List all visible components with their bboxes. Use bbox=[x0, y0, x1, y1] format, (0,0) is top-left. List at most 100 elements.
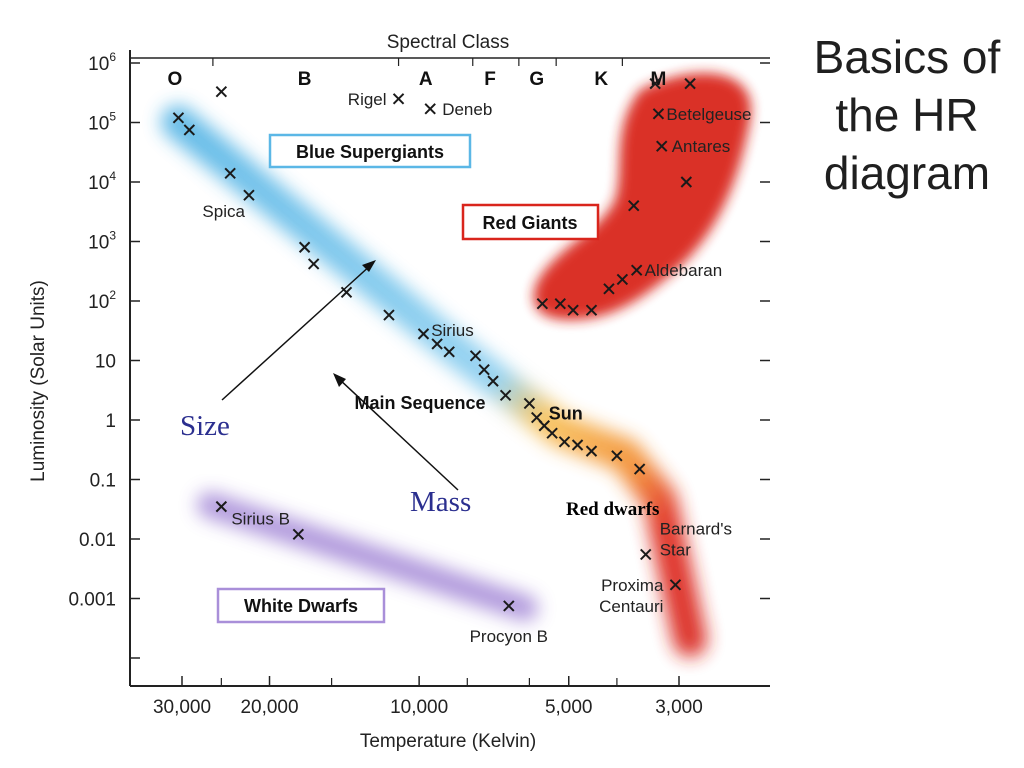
star-marker bbox=[571, 439, 584, 451]
x-tick-label: 10,000 bbox=[390, 697, 448, 718]
red-giants-label-group: Red Giants bbox=[461, 203, 600, 241]
slide-title-line-3: diagram bbox=[823, 147, 991, 199]
spectral-class-f: F bbox=[484, 69, 496, 90]
main-sequence-band bbox=[161, 105, 707, 657]
spectral-class-a: A bbox=[419, 69, 433, 90]
star-marker bbox=[183, 124, 196, 136]
star-marker bbox=[469, 350, 482, 362]
mass-annotation: Mass bbox=[410, 486, 471, 518]
star-marker bbox=[649, 77, 661, 90]
star-marker bbox=[585, 445, 598, 457]
star-label: Sirius B bbox=[231, 510, 290, 529]
x-tick-label: 3,000 bbox=[655, 697, 703, 718]
star-label: Aldebaran bbox=[645, 261, 723, 280]
y-tick-label: 10 bbox=[95, 352, 116, 373]
size-arrow bbox=[221, 260, 376, 401]
star-marker bbox=[652, 108, 665, 120]
star-marker bbox=[215, 500, 228, 513]
y-tick-label: 102 bbox=[88, 288, 116, 313]
star-marker bbox=[417, 328, 430, 340]
spectral-class-k: K bbox=[594, 69, 608, 90]
star-marker bbox=[628, 199, 640, 212]
star-marker bbox=[558, 436, 571, 448]
star-labels: Spica Sirius Sun Barnard's Star Proxima Centau… bbox=[202, 90, 751, 646]
star-label: Sirius bbox=[431, 321, 474, 340]
plot-frame bbox=[129, 50, 770, 687]
blue-supergiants-label-group: Blue Supergiants bbox=[268, 133, 472, 169]
star-marker bbox=[478, 364, 490, 376]
y-axis-title: Luminosity (Solar Units) bbox=[28, 280, 49, 482]
star-marker bbox=[215, 85, 228, 98]
star-marker bbox=[680, 176, 693, 188]
mass-arrow bbox=[333, 373, 459, 491]
star-marker bbox=[383, 309, 395, 321]
y-tick-label: 106 bbox=[88, 50, 116, 75]
star-marker bbox=[243, 189, 255, 201]
star-marker bbox=[487, 375, 499, 387]
red-dwarfs-annotation: Red dwarfs bbox=[566, 499, 659, 520]
y-tick-label: 1 bbox=[105, 411, 116, 432]
x-axis-ticks: 30,000 20,000 10,000 5,000 3,000 bbox=[153, 676, 703, 718]
star-label: Deneb bbox=[442, 100, 492, 119]
star-marker bbox=[424, 103, 436, 115]
region-bands bbox=[161, 73, 752, 657]
y-tick-label: 104 bbox=[88, 169, 116, 194]
star-marker bbox=[523, 397, 536, 410]
spectral-class-o: O bbox=[168, 69, 183, 90]
blue-supergiants-label: Blue Supergiants bbox=[296, 142, 444, 162]
star-label: Sun bbox=[549, 404, 583, 424]
x-tick-label: 20,000 bbox=[240, 697, 298, 718]
size-annotation: Size bbox=[180, 410, 230, 442]
slide-title-line-1: Basics of bbox=[813, 31, 1001, 83]
y-tick-label: 0.001 bbox=[68, 590, 116, 611]
star-marker bbox=[340, 286, 353, 299]
y-tick-label: 0.01 bbox=[79, 530, 116, 551]
slide-title-line-2: the HR bbox=[835, 89, 979, 141]
star-marker bbox=[640, 548, 652, 561]
star-marker bbox=[603, 283, 615, 295]
red-giants-band bbox=[533, 73, 752, 320]
star-marker bbox=[298, 241, 311, 253]
star-marker bbox=[431, 338, 443, 350]
y-tick-label: 103 bbox=[88, 229, 116, 254]
y-tick-label: 0.1 bbox=[90, 471, 116, 492]
star-marker bbox=[292, 528, 305, 540]
main-sequence-label: Main Sequence bbox=[354, 393, 485, 413]
star-marker bbox=[669, 579, 682, 591]
star-label: Rigel bbox=[348, 90, 387, 109]
spectral-class-letters: OBAFGKM bbox=[168, 69, 667, 90]
star-marker bbox=[443, 346, 455, 358]
star-marker bbox=[611, 450, 623, 462]
star-label: Spica bbox=[202, 202, 245, 221]
star-marker bbox=[554, 298, 566, 310]
star-marks bbox=[172, 77, 696, 612]
star-label: Procyon B bbox=[470, 627, 548, 646]
x-tick-label: 30,000 bbox=[153, 697, 211, 718]
white-dwarfs-label-group: White Dwarfs bbox=[216, 587, 386, 624]
x-tick-label: 5,000 bbox=[545, 697, 593, 718]
star-label: Barnard's Star bbox=[660, 519, 732, 559]
spectral-class-b: B bbox=[298, 69, 312, 90]
red-giants-label: Red Giants bbox=[482, 213, 577, 233]
star-marker bbox=[536, 298, 549, 310]
star-marker bbox=[630, 264, 643, 276]
star-label: Antares bbox=[672, 137, 731, 156]
star-marker bbox=[656, 140, 668, 152]
white-dwarfs-label: White Dwarfs bbox=[244, 596, 358, 616]
star-marker bbox=[546, 427, 558, 439]
star-marker bbox=[392, 93, 405, 105]
right-axis-ticks bbox=[760, 62, 770, 600]
white-dwarfs-band bbox=[197, 492, 538, 621]
y-tick-label: 105 bbox=[88, 110, 116, 135]
star-marker bbox=[567, 304, 579, 316]
x-axis-title: Temperature (Kelvin) bbox=[360, 731, 536, 752]
spectral-class-g: G bbox=[529, 69, 544, 90]
star-marker bbox=[616, 273, 629, 286]
star-marker bbox=[633, 463, 646, 475]
slide-title: Basics of the HR diagram bbox=[802, 28, 1012, 202]
star-marker bbox=[307, 258, 320, 270]
star-marker bbox=[172, 112, 185, 124]
